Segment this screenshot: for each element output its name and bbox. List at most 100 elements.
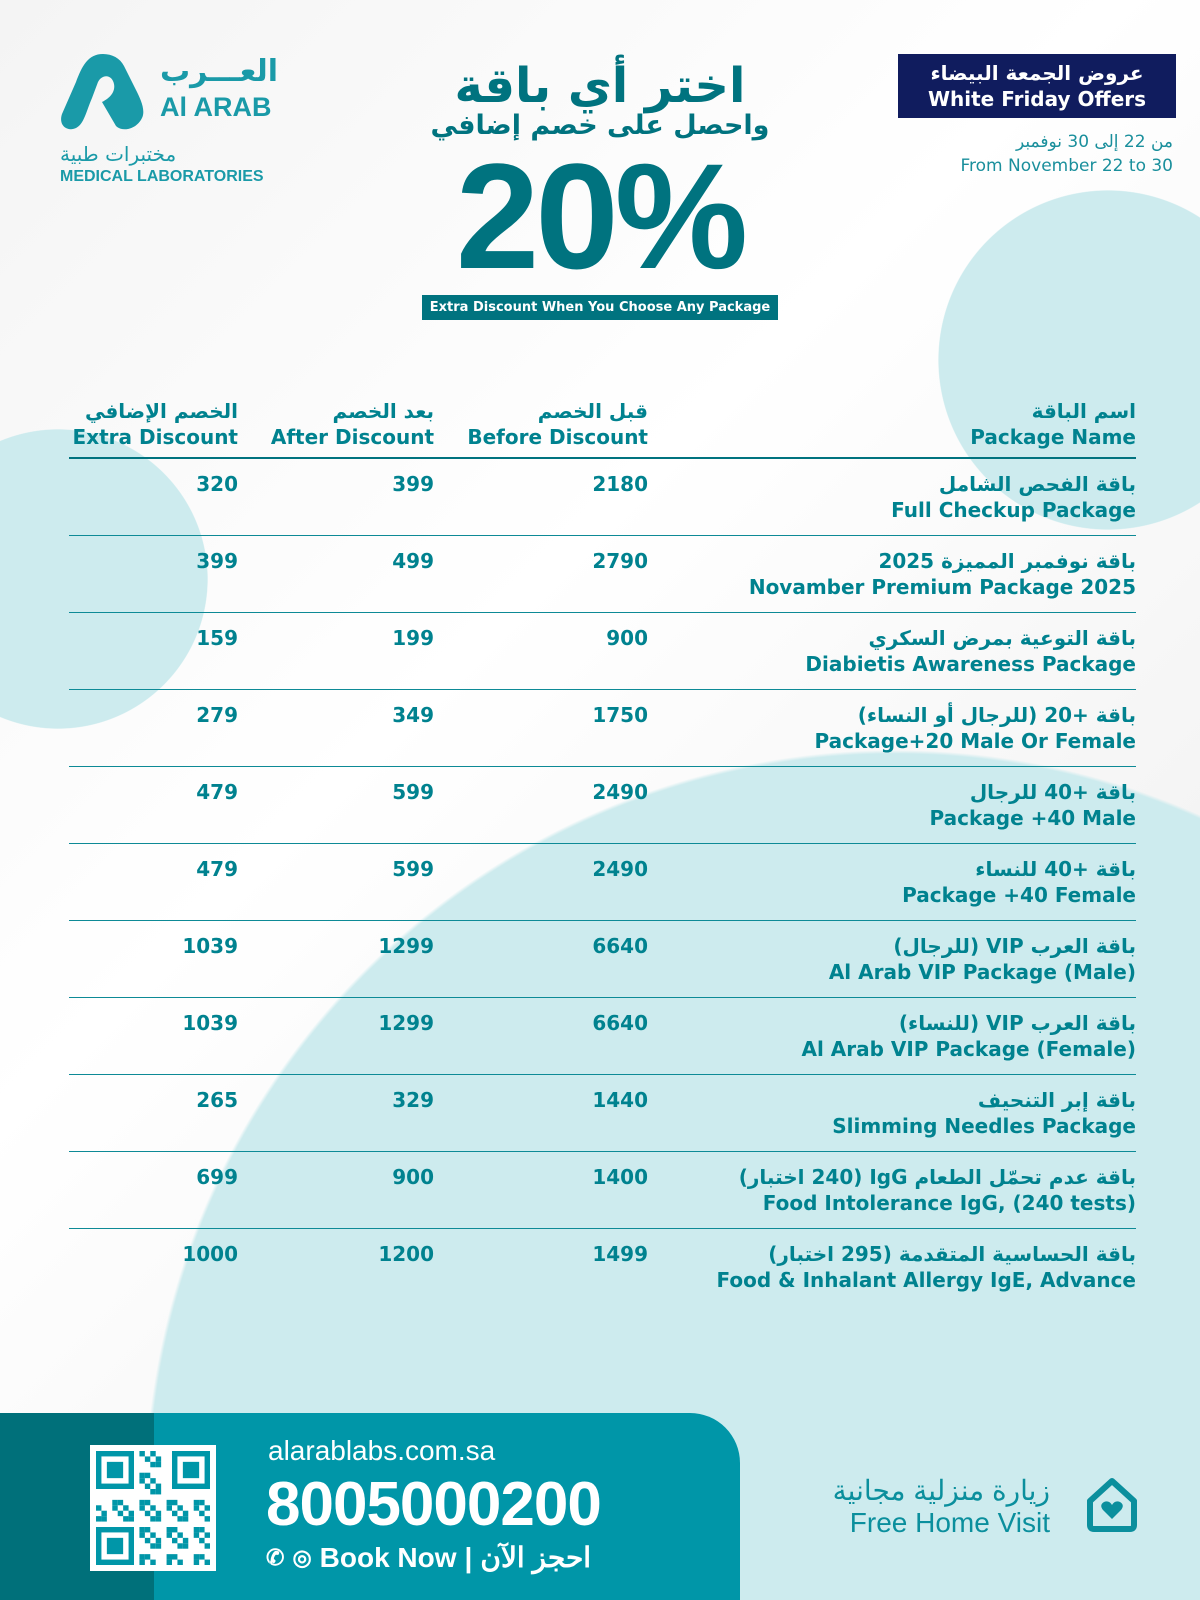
price-after: 499 <box>392 549 434 573</box>
price-after: 199 <box>392 626 434 650</box>
price-before: 2490 <box>592 780 648 804</box>
package-name-ar: باقة +20 (للرجال أو النساء) <box>857 703 1136 727</box>
offer-dates: من 22 إلى 30 نوفمبر From November 22 to … <box>961 130 1174 178</box>
price-before: 1499 <box>592 1242 648 1266</box>
extra-discount: 1039 <box>182 934 238 958</box>
package-name: باقة الحساسية المتقدمة (295 اختبار) Food … <box>717 1241 1136 1293</box>
extra-discount: 699 <box>196 1165 238 1189</box>
offer-title-ar: عروض الجمعة البيضاء <box>930 61 1144 85</box>
package-name-en: Package+20 Male Or Female <box>814 729 1136 753</box>
package-name: باقة +40 للرجال Package +40 Male <box>930 779 1136 831</box>
price-before: 2790 <box>592 549 648 573</box>
logo-mark-icon <box>61 54 144 130</box>
table-header: اسم الباقة Package Name قبل الخصم Before D… <box>69 396 1136 459</box>
package-name: باقة عدم تحمّل الطعام IgG (240 اختبار) Fo… <box>739 1164 1136 1216</box>
table-row: باقة نوفمبر المميزة 2025 Novamber Premium… <box>69 536 1136 613</box>
price-after: 399 <box>392 472 434 496</box>
package-name-ar: باقة إبر التنحيف <box>977 1088 1136 1112</box>
discount-percent: 20% <box>455 132 748 300</box>
extra-discount: 479 <box>196 857 238 881</box>
header-after-ar: بعد الخصم <box>332 399 434 423</box>
price-before: 6640 <box>592 934 648 958</box>
header-extra: الخصم الإضافي Extra Discount <box>73 398 238 450</box>
table-row: باقة عدم تحمّل الطعام IgG (240 اختبار) Fo… <box>69 1152 1136 1229</box>
table-row: باقة التوعية بمرض السكري Diabietis Awaren… <box>69 613 1136 690</box>
hero-title: اختر أي باقة <box>454 58 746 114</box>
whatsapp-icon: ◎ <box>292 1544 312 1570</box>
header-after-en: After Discount <box>270 425 434 449</box>
home-visit: زيارة منزلية مجانية Free Home Visit <box>833 1475 1050 1539</box>
package-name-en: Food Intolerance IgG, (240 tests) <box>762 1191 1136 1215</box>
brand-sub-ar: مختبرات طبية <box>60 142 177 166</box>
package-name: باقة نوفمبر المميزة 2025 Novamber Premium… <box>749 548 1136 600</box>
offer-badge: عروض الجمعة البيضاء White Friday Offers <box>898 54 1176 118</box>
table-row: باقة +20 (للرجال أو النساء) Package+20 Ma… <box>69 690 1136 767</box>
header-extra-ar: الخصم الإضافي <box>84 399 238 423</box>
price-after: 1299 <box>378 934 434 958</box>
package-name-en: Slimming Needles Package <box>832 1114 1136 1138</box>
extra-discount: 1039 <box>182 1011 238 1035</box>
header-before: قبل الخصم Before Discount <box>467 398 648 450</box>
brand-name-ar: العـــرب <box>160 54 279 89</box>
table-row: باقة الفحص الشامل Full Checkup Package 218… <box>69 459 1136 536</box>
home-visit-en: Free Home Visit <box>849 1507 1050 1538</box>
price-after: 900 <box>392 1165 434 1189</box>
extra-discount: 399 <box>196 549 238 573</box>
package-name-en: Diabietis Awareness Package <box>805 652 1136 676</box>
price-after: 1299 <box>378 1011 434 1035</box>
price-before: 900 <box>606 626 648 650</box>
table-row: باقة العرب VIP (للرجال) Al Arab VIP Packa… <box>69 921 1136 998</box>
package-name: باقة +40 للنساء Package +40 Female <box>902 856 1136 908</box>
separator: | <box>464 1541 473 1573</box>
table-body: باقة الفحص الشامل Full Checkup Package 218… <box>69 459 1136 1306</box>
book-now-ar: احجز الآن <box>480 1542 592 1573</box>
hero-tagline: Extra Discount When You Choose Any Packa… <box>421 295 779 320</box>
extra-discount: 479 <box>196 780 238 804</box>
footer-contact: alarablabs.com.sa 8005000200 ✆ ◎ Book No… <box>0 1413 740 1600</box>
price-after: 329 <box>392 1088 434 1112</box>
book-now[interactable]: ✆ ◎ Book Now | احجز الآن <box>266 1541 591 1574</box>
table-row: باقة الحساسية المتقدمة (295 اختبار) Food … <box>69 1229 1136 1306</box>
package-name-ar: باقة +40 للنساء <box>975 857 1136 881</box>
packages-table: اسم الباقة Package Name قبل الخصم Before D… <box>69 396 1136 1306</box>
table-row: باقة العرب VIP (للنساء) Al Arab VIP Packa… <box>69 998 1136 1075</box>
logo: العـــرب Al ARAB مختبرات طبية MEDICAL LA… <box>58 52 288 192</box>
package-name-en: Al Arab VIP Package (Female) <box>801 1037 1136 1061</box>
phone-number[interactable]: 8005000200 <box>266 1470 602 1539</box>
brand-sub-en: MEDICAL LABORATORIES <box>60 168 264 185</box>
home-visit-ar: زيارة منزلية مجانية <box>832 1475 1050 1506</box>
extra-discount: 1000 <box>182 1242 238 1266</box>
package-name-en: Food & Inhalant Allergy IgE, Advance <box>716 1268 1136 1292</box>
package-name-ar: باقة الحساسية المتقدمة (295 اختبار) <box>768 1242 1136 1266</box>
price-before: 1440 <box>592 1088 648 1112</box>
package-name: باقة الفحص الشامل Full Checkup Package <box>891 471 1136 523</box>
header-extra-en: Extra Discount <box>72 425 238 449</box>
extra-discount: 265 <box>196 1088 238 1112</box>
website-link[interactable]: alarablabs.com.sa <box>268 1435 496 1466</box>
extra-discount: 279 <box>196 703 238 727</box>
home-heart-icon <box>1087 1478 1137 1532</box>
qr-code[interactable] <box>90 1445 216 1571</box>
package-name: باقة العرب VIP (للنساء) Al Arab VIP Packa… <box>801 1010 1136 1062</box>
table-row: باقة +40 للنساء Package +40 Female 2490 599… <box>69 844 1136 921</box>
header-package-ar: اسم الباقة <box>1031 399 1136 423</box>
package-name-en: Package +40 Male <box>929 806 1136 830</box>
dates-ar: من 22 إلى 30 نوفمبر <box>1015 132 1173 152</box>
package-name-en: Full Checkup Package <box>891 498 1136 522</box>
package-name: باقة العرب VIP (للرجال) Al Arab VIP Packa… <box>829 933 1136 985</box>
hero-subtitle: واحصل على خصم إضافي <box>430 110 770 141</box>
price-after: 599 <box>392 857 434 881</box>
brand-name-en: Al ARAB <box>160 92 272 122</box>
table-row: باقة +40 للرجال Package +40 Male 2490 599 47… <box>69 767 1136 844</box>
hero: اختر أي باقة واحصل على خصم إضافي 20% Ext… <box>420 58 780 320</box>
price-after: 599 <box>392 780 434 804</box>
price-before: 2180 <box>592 472 648 496</box>
price-before: 6640 <box>592 1011 648 1035</box>
book-now-en: Book Now <box>319 1541 457 1573</box>
header-package: اسم الباقة Package Name <box>970 398 1136 450</box>
package-name-ar: باقة الفحص الشامل <box>938 472 1136 496</box>
price-after: 1200 <box>378 1242 434 1266</box>
package-name: باقة +20 (للرجال أو النساء) Package+20 Ma… <box>815 702 1136 754</box>
header-after: بعد الخصم After Discount <box>271 398 434 450</box>
phone-icon: ✆ <box>266 1544 285 1570</box>
